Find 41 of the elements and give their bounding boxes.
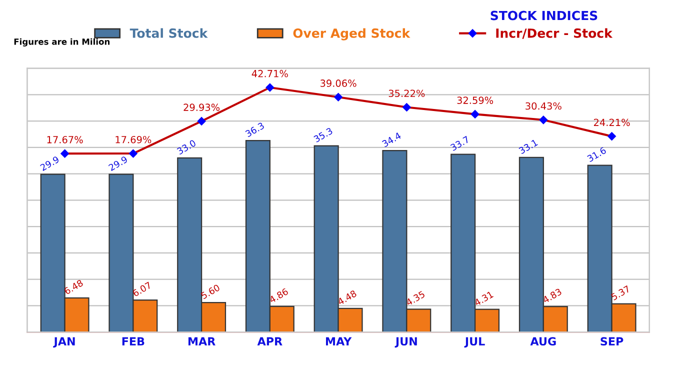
data-label: 33.7: [450, 136, 470, 152]
data-label: 4.31: [474, 290, 494, 306]
data-label: 42.71%: [252, 70, 288, 78]
data-label: 39.06%: [320, 80, 356, 87]
data-label: 29.9: [40, 156, 60, 172]
data-label: 36.3: [244, 122, 265, 138]
data-label: 6.07: [132, 282, 152, 297]
data-label: 35.3: [313, 127, 333, 143]
x-tick-label: MAR: [188, 337, 216, 346]
data-label: 34.4: [382, 132, 402, 148]
data-label: 30.43%: [526, 102, 562, 110]
x-tick-label: APR: [257, 337, 282, 346]
x-tick-label: SEP: [600, 337, 624, 346]
data-label: 31.6: [586, 146, 607, 162]
data-label: 4.83: [542, 288, 562, 304]
data-label: 4.35: [405, 290, 426, 306]
chart-subtitle: Figures are in Milion: [14, 38, 110, 46]
data-label: 33.0: [176, 139, 196, 155]
x-tick-label: JUL: [464, 337, 485, 348]
x-tick-label: FEB: [122, 337, 144, 346]
data-label: 5.37: [610, 285, 630, 301]
x-tick-label: JUN: [394, 337, 417, 348]
chart-title: STOCK INDICES: [490, 10, 598, 20]
data-label: 29.9: [108, 156, 128, 172]
data-label: 4.86: [268, 288, 289, 304]
data-label: 4.48: [337, 290, 357, 306]
data-label: 17.69%: [116, 136, 152, 144]
data-label: 29.93%: [184, 104, 220, 111]
data-label: 5.60: [200, 284, 220, 300]
x-tick-label: JAN: [53, 337, 75, 348]
x-tick-label: MAY: [326, 337, 352, 346]
legend-label: Over Aged Stock: [293, 28, 410, 40]
data-label: 24.21%: [594, 118, 630, 126]
data-label: 6.48: [64, 279, 84, 295]
data-label: 35.22%: [388, 90, 425, 98]
data-label: 32.59%: [457, 96, 494, 104]
legend-label: Incr/Decr - Stock: [496, 28, 613, 39]
data-label: 17.67%: [47, 136, 83, 144]
x-tick-label: AUG: [530, 337, 556, 346]
data-label: 33.1: [518, 138, 538, 154]
legend-label: Total Stock: [130, 28, 208, 38]
